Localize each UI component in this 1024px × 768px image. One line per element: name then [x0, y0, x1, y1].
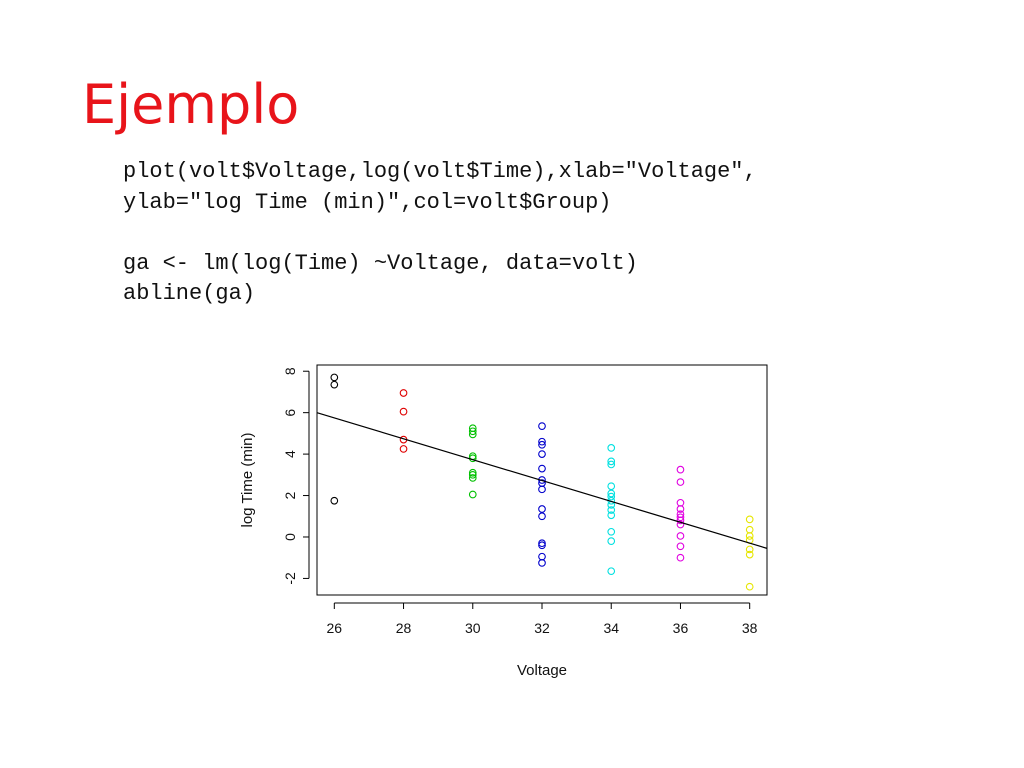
x-tick-label: 34	[603, 620, 619, 636]
data-point	[468, 468, 477, 477]
data-point	[676, 516, 685, 525]
data-point	[538, 450, 546, 458]
data-point	[607, 460, 616, 469]
data-point	[399, 445, 408, 453]
data-point	[676, 505, 685, 513]
y-tick-label: 2	[282, 491, 298, 499]
data-point	[676, 520, 685, 529]
code-block: plot(volt$Voltage,log(volt$Time),xlab="V…	[123, 157, 757, 310]
data-point	[330, 373, 339, 382]
data-point	[330, 380, 339, 389]
data-point	[676, 542, 685, 551]
code-line: plot(volt$Voltage,log(volt$Time),xlab="V…	[123, 159, 757, 184]
data-point	[538, 422, 546, 430]
scatter-chart: 26 28 30 32 34 36 38 -2 0 2 4 6 8 Voltage log Time (mi…	[239, 364, 768, 679]
y-tick-label: -2	[282, 572, 298, 585]
data-point	[676, 532, 685, 540]
x-tick-label: 36	[673, 620, 689, 636]
regression-line	[316, 412, 768, 549]
data-point	[468, 470, 477, 479]
data-point	[607, 482, 616, 491]
data-point	[745, 515, 754, 524]
data-point	[607, 492, 616, 501]
code-line	[123, 218, 757, 249]
data-point	[538, 485, 546, 494]
x-tick-label: 26	[327, 620, 343, 636]
x-tick-label: 30	[465, 620, 481, 636]
code-line: ga <- lm(log(Time) ~Voltage, data=volt)	[123, 250, 638, 276]
y-tick-label: 0	[282, 533, 298, 541]
data-point	[399, 407, 408, 416]
x-axis-title: Voltage	[517, 662, 567, 679]
x-tick-label: 38	[742, 620, 758, 636]
x-tick-label: 28	[396, 620, 412, 636]
data-point	[607, 527, 616, 536]
data-point	[745, 550, 754, 559]
x-tick-label: 32	[534, 620, 550, 636]
data-point	[538, 437, 546, 446]
y-axis-title: log Time (min)	[239, 432, 256, 527]
data-point	[745, 545, 754, 554]
data-point	[538, 552, 546, 561]
data-point	[607, 537, 616, 545]
data-point	[538, 541, 546, 550]
data-point	[676, 465, 685, 474]
data-point	[538, 512, 546, 521]
data-point	[676, 478, 685, 486]
data-point	[468, 430, 477, 439]
y-tick-label: 6	[282, 409, 298, 417]
data-point	[538, 464, 546, 473]
data-point	[468, 474, 477, 482]
data-point	[607, 444, 616, 452]
data-point	[607, 457, 616, 466]
data-point	[676, 553, 685, 562]
data-point	[538, 559, 546, 567]
y-tick-label: 8	[282, 367, 298, 375]
data-point	[745, 532, 754, 540]
data-point	[607, 567, 616, 576]
slide-title: Ejemplo	[82, 73, 300, 136]
data-point	[607, 511, 616, 520]
data-point	[468, 427, 477, 436]
data-point	[745, 582, 754, 591]
data-point	[538, 440, 546, 449]
y-tick-label: 4	[282, 450, 298, 458]
code-line: abline(ga)	[123, 281, 256, 306]
data-point	[676, 498, 685, 507]
data-point	[330, 496, 339, 505]
data-point	[745, 525, 754, 534]
data-point	[607, 506, 616, 514]
data-point	[468, 490, 477, 499]
data-point	[607, 489, 616, 498]
code-line: ylab="log Time (min)",col=volt$Group)	[123, 189, 612, 215]
data-point	[676, 513, 685, 522]
data-point	[399, 389, 408, 397]
data-point	[538, 505, 546, 513]
data-point	[538, 539, 546, 548]
plot-frame	[316, 364, 768, 596]
